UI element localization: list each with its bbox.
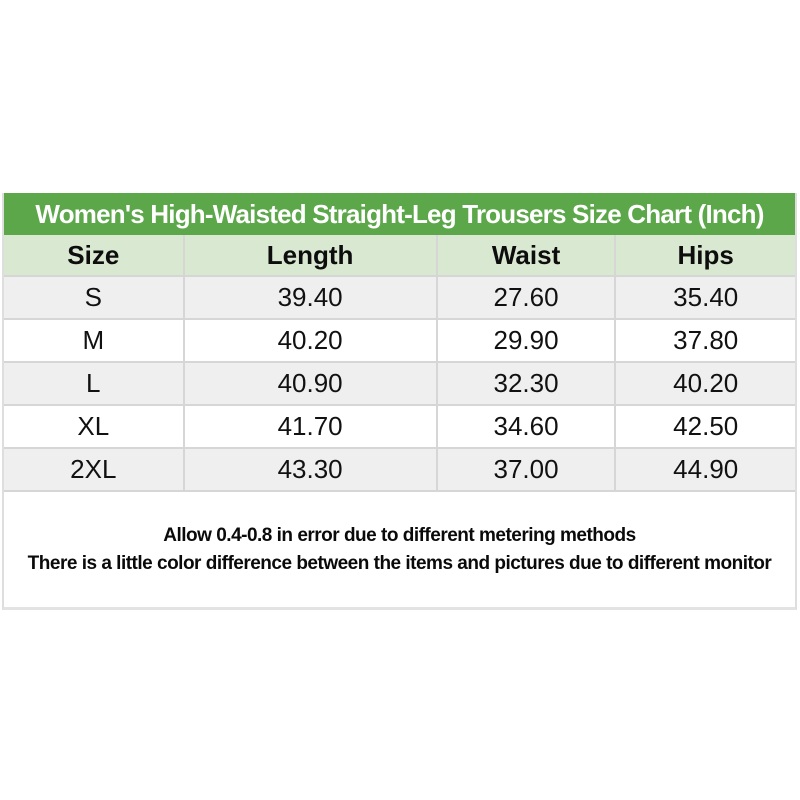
value-cell: 40.90 <box>183 362 438 406</box>
size-table-head: Size Length Waist Hips <box>4 235 795 277</box>
value-cell: 34.60 <box>436 405 617 449</box>
size-table-body: S 39.40 27.60 35.40 M 40.20 29.90 37.80 L 40.90 32… <box>4 276 795 492</box>
notes-section: Allow 0.4-0.8 in error due to different … <box>4 492 795 607</box>
header-row: Size Length Waist Hips <box>4 235 795 277</box>
table-row-s: S 39.40 27.60 35.40 <box>4 276 795 320</box>
value-cell: 29.90 <box>436 319 617 363</box>
value-cell: 39.40 <box>183 276 438 320</box>
value-cell: 43.30 <box>183 448 438 492</box>
table-row-xl: XL 41.70 34.60 42.50 <box>4 405 795 449</box>
size-cell: XL <box>4 405 185 449</box>
value-cell: 35.40 <box>615 276 795 320</box>
value-cell: 40.20 <box>183 319 438 363</box>
note-color-difference: There is a little color difference betwe… <box>27 552 772 574</box>
note-measurement-error: Allow 0.4-0.8 in error due to different … <box>163 524 636 546</box>
size-cell: L <box>4 362 185 406</box>
value-cell: 40.20 <box>615 362 795 406</box>
value-cell: 44.90 <box>615 448 795 492</box>
column-header-size: Size <box>4 235 185 277</box>
column-header-length: Length <box>183 235 438 277</box>
column-header-hips: Hips <box>615 235 795 277</box>
value-cell: 42.50 <box>615 405 795 449</box>
size-chart-table-container: Women's High-Waisted Straight-Leg Trouse… <box>2 193 797 610</box>
value-cell: 41.70 <box>183 405 438 449</box>
size-cell: S <box>4 276 185 320</box>
value-cell: 32.30 <box>436 362 617 406</box>
value-cell: 37.00 <box>436 448 617 492</box>
size-cell: 2XL <box>4 448 185 492</box>
size-cell: M <box>4 319 185 363</box>
table-row-l: L 40.90 32.30 40.20 <box>4 362 795 406</box>
size-table: Size Length Waist Hips S 39.40 27.60 35.40 M 40.… <box>4 235 795 492</box>
table-row-m: M 40.20 29.90 37.80 <box>4 319 795 363</box>
chart-title: Women's High-Waisted Straight-Leg Trouse… <box>4 193 795 235</box>
table-row-2xl: 2XL 43.30 37.00 44.90 <box>4 448 795 492</box>
value-cell: 27.60 <box>436 276 617 320</box>
column-header-waist: Waist <box>436 235 617 277</box>
value-cell: 37.80 <box>615 319 795 363</box>
